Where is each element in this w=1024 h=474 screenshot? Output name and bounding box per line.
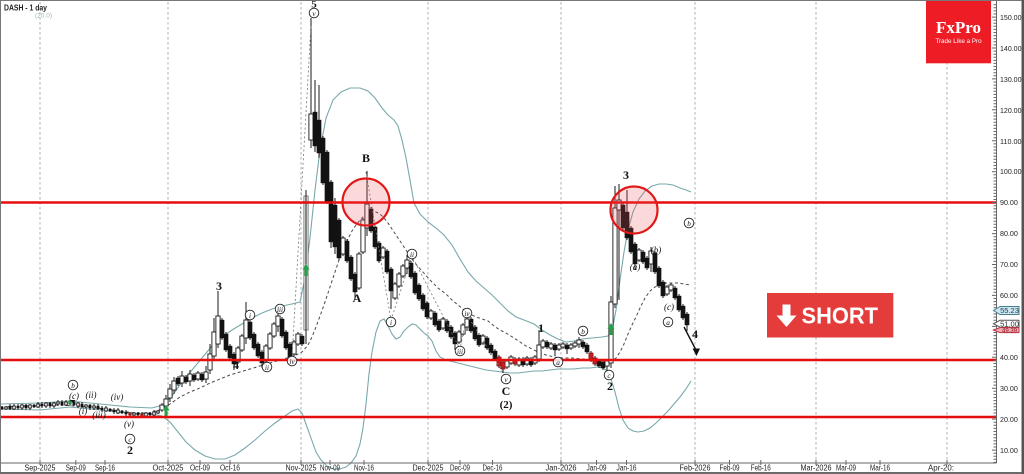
- svg-text:(a): (a): [630, 262, 641, 272]
- svg-text:130.00: 130.00: [1000, 75, 1022, 84]
- svg-text:70.00: 70.00: [1000, 260, 1018, 269]
- svg-text:Oct-2025: Oct-2025: [153, 464, 185, 473]
- svg-text:iii: iii: [277, 306, 283, 314]
- svg-text:Dec-2025: Dec-2025: [413, 464, 445, 473]
- svg-text:Jan-09: Jan-09: [587, 464, 607, 473]
- svg-text:3: 3: [216, 279, 222, 293]
- svg-text:Trade Like a Pro: Trade Like a Pro: [935, 38, 982, 45]
- svg-text:(c): (c): [69, 391, 79, 401]
- svg-text:Feb-2026: Feb-2026: [680, 464, 711, 473]
- svg-text:Sep-09: Sep-09: [66, 464, 86, 473]
- svg-text:i: i: [249, 312, 251, 320]
- svg-text:4: 4: [692, 327, 698, 341]
- svg-text:(2): (2): [500, 399, 513, 411]
- svg-text:i: i: [390, 319, 392, 327]
- svg-text:150.00: 150.00: [1000, 13, 1022, 22]
- svg-text:55.23: 55.23: [1000, 306, 1019, 315]
- svg-text:b: b: [581, 328, 585, 336]
- svg-text:Nov-09: Nov-09: [320, 464, 340, 473]
- svg-text:Jan-2026: Jan-2026: [546, 464, 577, 473]
- svg-text:Sep-16: Sep-16: [95, 464, 115, 473]
- svg-text:C: C: [502, 384, 511, 398]
- svg-text:2: 2: [607, 379, 613, 393]
- svg-text:Nov-16: Nov-16: [354, 464, 374, 473]
- svg-text:(20.0): (20.0): [35, 13, 52, 20]
- svg-text:(v): (v): [124, 419, 134, 429]
- svg-text:iii: iii: [457, 348, 463, 356]
- svg-text:Oct-16: Oct-16: [220, 464, 240, 473]
- svg-text:a: a: [556, 359, 560, 367]
- svg-text:b: b: [687, 220, 691, 228]
- svg-text:Dec-09: Dec-09: [450, 464, 470, 473]
- svg-text:60.00: 60.00: [1000, 291, 1018, 300]
- svg-text:100.00: 100.00: [1000, 167, 1022, 176]
- svg-text:(b): (b): [651, 245, 662, 255]
- svg-text:Feb-16: Feb-16: [751, 464, 771, 473]
- svg-text:2: 2: [127, 443, 133, 457]
- svg-text:ii: ii: [410, 251, 414, 259]
- svg-text:iv: iv: [289, 358, 295, 366]
- svg-text:90.00: 90.00: [1000, 198, 1018, 207]
- svg-text:30.00: 30.00: [1000, 384, 1018, 393]
- svg-text:10.00: 10.00: [1000, 446, 1018, 455]
- svg-text:80.00: 80.00: [1000, 229, 1018, 238]
- svg-text:(iv): (iv): [111, 392, 124, 402]
- svg-text:(iii): (iii): [92, 410, 106, 420]
- svg-text:v: v: [312, 10, 316, 18]
- svg-text:120.00: 120.00: [1000, 106, 1022, 115]
- svg-text:B: B: [362, 151, 370, 165]
- svg-text:Dec-16: Dec-16: [483, 464, 503, 473]
- svg-text:1: 1: [538, 321, 544, 335]
- svg-text:Mar-2026: Mar-2026: [801, 464, 832, 473]
- svg-text:110.00: 110.00: [1000, 137, 1022, 146]
- svg-text:(c): (c): [664, 302, 674, 312]
- svg-text:A: A: [353, 291, 362, 305]
- svg-text:Nov-2025: Nov-2025: [286, 464, 318, 473]
- svg-text:4: 4: [233, 358, 239, 372]
- svg-text:a: a: [666, 319, 670, 327]
- svg-text:c: c: [128, 436, 132, 444]
- svg-text:Feb-09: Feb-09: [720, 464, 740, 473]
- svg-text:SHORT: SHORT: [802, 303, 879, 329]
- svg-text:Apr-20:: Apr-20:: [928, 464, 954, 473]
- svg-text:51.00: 51.00: [1000, 319, 1019, 328]
- svg-text:40.00: 40.00: [1000, 353, 1018, 362]
- svg-text:Oct-09: Oct-09: [190, 464, 210, 473]
- svg-text:5: 5: [311, 0, 317, 11]
- svg-text:Mar-09: Mar-09: [836, 464, 856, 473]
- svg-text:Jan-16: Jan-16: [617, 464, 637, 473]
- svg-text:v: v: [504, 376, 508, 384]
- svg-text:(i): (i): [79, 406, 88, 416]
- svg-text:FxPro: FxPro: [936, 18, 981, 37]
- svg-text:140.00: 140.00: [1000, 44, 1022, 53]
- svg-text:b: b: [71, 382, 75, 390]
- svg-text:20.00: 20.00: [1000, 415, 1018, 424]
- svg-text:DASH - 1 day: DASH - 1 day: [4, 3, 47, 13]
- svg-text:iv: iv: [464, 310, 470, 318]
- svg-text:c: c: [607, 372, 611, 380]
- svg-text:Mar-16: Mar-16: [870, 464, 890, 473]
- svg-text:(ii): (ii): [86, 390, 97, 400]
- svg-text:49.39: 49.39: [1002, 329, 1018, 335]
- svg-text:ii: ii: [265, 364, 269, 372]
- svg-text:3: 3: [623, 168, 629, 182]
- svg-text:Sep-2025: Sep-2025: [25, 464, 57, 473]
